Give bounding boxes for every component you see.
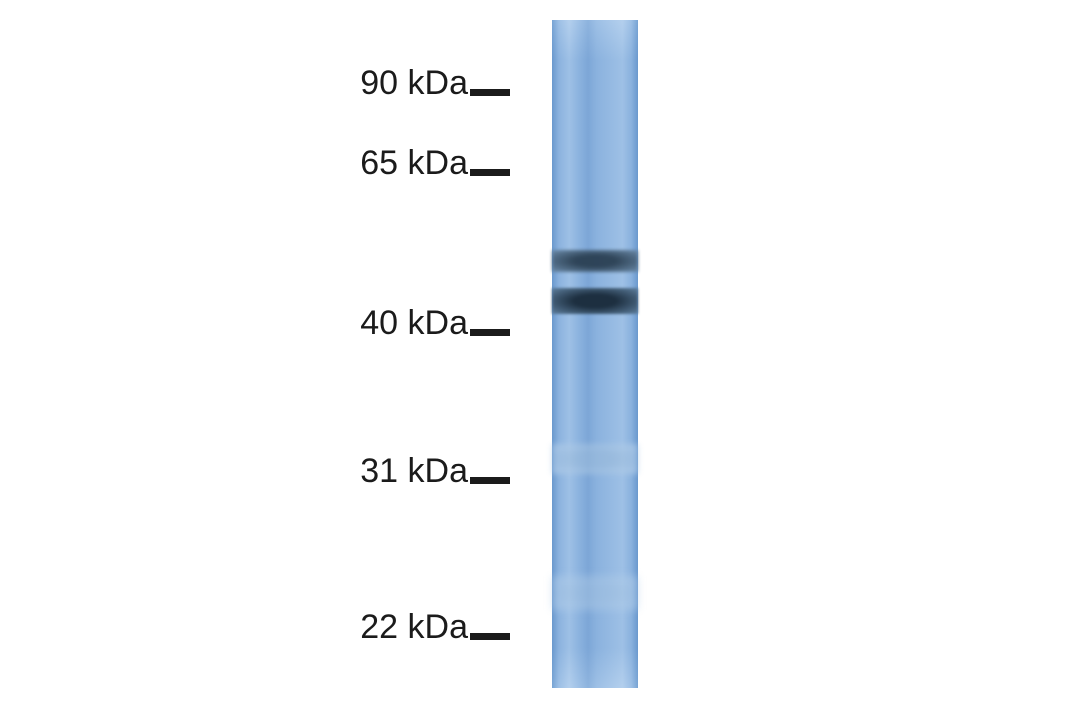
figure-canvas: 90 kDa 65 kDa 40 kDa 31 kDa 22 kDa bbox=[0, 0, 1080, 720]
mw-marker-90-label: 90 kDa bbox=[360, 64, 468, 103]
mw-marker-90-tick bbox=[470, 89, 510, 96]
band-faint-mid bbox=[552, 444, 638, 474]
mw-marker-31-label: 31 kDa bbox=[360, 452, 468, 491]
mw-marker-31-tick bbox=[470, 477, 510, 484]
band-faint-low bbox=[552, 576, 638, 610]
mw-marker-40-tick bbox=[470, 329, 510, 336]
mw-marker-22-label: 22 kDa bbox=[360, 608, 468, 647]
mw-marker-65-tick bbox=[470, 169, 510, 176]
band-upper bbox=[552, 250, 638, 272]
mw-marker-40-label: 40 kDa bbox=[360, 304, 468, 343]
band-lower bbox=[552, 288, 638, 314]
blot-lane bbox=[552, 20, 638, 688]
mw-marker-65-label: 65 kDa bbox=[360, 144, 468, 183]
mw-marker-22-tick bbox=[470, 633, 510, 640]
